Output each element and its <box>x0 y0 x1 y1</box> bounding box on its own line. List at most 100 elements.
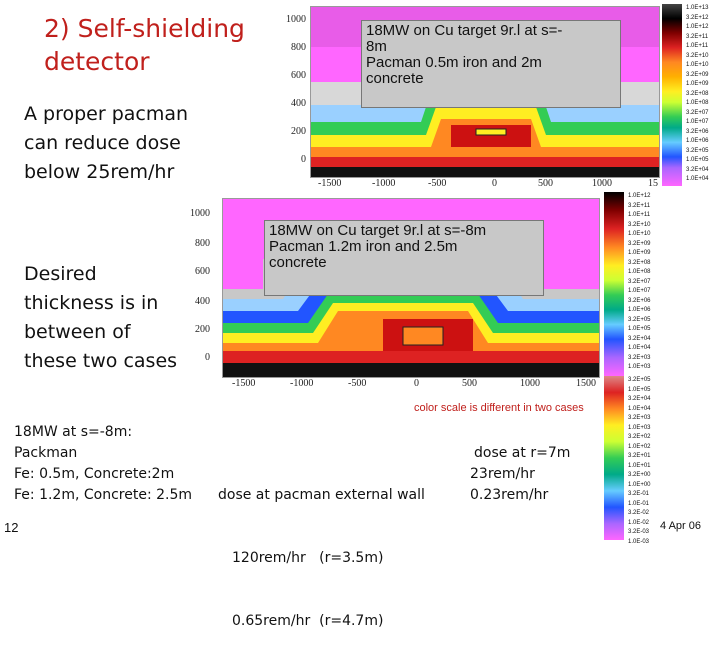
plot2-ytick-200: 200 <box>195 324 210 335</box>
intro-text: A proper pacman can reduce dose below 25… <box>24 100 188 187</box>
plot2-annotation-line-3: concrete <box>269 254 327 271</box>
plot2-ytick-0: 0 <box>205 352 210 363</box>
color-scale-3-label: 3.2E+01 <box>628 453 651 459</box>
plot2-ytick-600: 600 <box>195 266 210 277</box>
color-scale-1-label: 3.2E+05 <box>686 147 709 154</box>
plot1-ytick-600: 600 <box>291 70 306 81</box>
color-scale-3-label: 1.0E-01 <box>628 500 650 507</box>
color-scale-1-label: 1.0E+09 <box>686 81 709 87</box>
plot1-annotation: 18MW on Cu target 9r.l at s=- 8m Pacman … <box>361 20 621 108</box>
color-scale-3-label: 1.0E-02 <box>628 519 650 526</box>
color-scale-3-label: 1.0E-03 <box>628 538 650 545</box>
table-col-config-row-4: Fe: 1.2m, Concrete: 2.5m <box>14 487 193 503</box>
color-scale-2-label: 3.2E+09 <box>628 240 651 247</box>
color-scale-3-label: 3.2E-03 <box>628 529 650 535</box>
color-scale-3-label: 3.2E+05 <box>628 377 651 383</box>
desired-line-3: between of <box>24 321 131 343</box>
color-scale-1-label: 1.0E+13 <box>686 5 709 11</box>
color-scale-2-label: 1.0E+06 <box>628 307 651 313</box>
color-scale-1-label: 1.0E+05 <box>686 157 709 163</box>
color-scale-2-label: 3.2E+11 <box>628 202 651 209</box>
color-scale-3-bar <box>604 376 624 540</box>
table-col-config-row-2: Packman <box>14 445 78 461</box>
plot1-ytick-800: 800 <box>291 42 306 53</box>
plot1-xtick-0: 0 <box>492 178 497 189</box>
color-scale-2-label: 1.0E+11 <box>628 212 651 218</box>
table-col-wall-dose: dose at pacman external wall 120rem/hr (… <box>218 443 425 653</box>
color-scale-2-label: 1.0E+05 <box>628 326 651 332</box>
slide-title: 2) Self-shielding detector <box>44 12 245 78</box>
color-scale-3-label: 1.0E+01 <box>628 462 651 469</box>
color-scale-2-label: 1.0E+09 <box>628 250 651 256</box>
color-scale-2-label: 3.2E+03 <box>628 354 651 361</box>
color-scale-3-label: 3.2E-01 <box>628 491 650 497</box>
color-scale-2-label: 1.0E+12 <box>628 193 651 199</box>
color-scale-2: 1.0E+12 3.2E+11 1.0E+11 3.2E+10 1.0E+10 3.2E+… <box>604 192 664 376</box>
color-scale-1-label: 1.0E+12 <box>686 24 709 30</box>
plot1-xtick-m500: -500 <box>428 178 447 189</box>
intro-line-2: can reduce dose <box>24 132 181 154</box>
color-scale-1-label: 3.2E+04 <box>686 166 709 173</box>
color-scale-2-label: 3.2E+05 <box>628 316 651 323</box>
color-scale-1: 1.0E+13 3.2E+12 1.0E+12 3.2E+11 1.0E+11 3.2E+… <box>662 4 718 186</box>
plot1-annotation-line-4: concrete <box>366 70 424 87</box>
color-scale-2-label: 3.2E+08 <box>628 259 651 266</box>
color-scale-3-label: 3.2E+03 <box>628 415 651 421</box>
color-scale-1-labels: 1.0E+13 3.2E+12 1.0E+12 3.2E+11 1.0E+11 3.2E+… <box>686 4 709 185</box>
color-scale-2-label: 3.2E+07 <box>628 278 651 285</box>
color-scale-1-label: 1.0E+07 <box>686 119 709 125</box>
color-scale-2-label: 3.2E+10 <box>628 221 651 228</box>
color-scale-1-label: 1.0E+08 <box>686 100 709 106</box>
plot2-xtick-m1500: -1500 <box>232 378 256 389</box>
plot1-annotation-line-1: 18MW on Cu target 9r.l at s=- <box>366 22 563 39</box>
plot1-xtick-15: 15 <box>648 178 658 189</box>
table-col-wall-dose-row-1: 120rem/hr (r=3.5m) <box>232 550 384 566</box>
color-scale-2-label: 3.2E+06 <box>628 297 651 304</box>
color-scale-3-label: 3.2E+04 <box>628 396 651 402</box>
plot2-annotation-line-1: 18MW on Cu target 9r.l at s=-8m <box>269 222 487 239</box>
color-scale-1-label: 3.2E+11 <box>686 33 709 40</box>
color-scale-2-label: 3.2E+04 <box>628 335 651 342</box>
color-scale-2-label: 1.0E+10 <box>628 231 651 237</box>
slide-title-line-2: detector <box>44 47 150 76</box>
plot2-xtick-m1000: -1000 <box>290 378 314 389</box>
color-scale-2-bar <box>604 192 624 376</box>
color-scale-1-label: 3.2E+06 <box>686 128 709 135</box>
plot1-annotation-line-3: Pacman 0.5m iron and 2m <box>366 54 542 71</box>
plot1-ytick-0: 0 <box>301 154 306 165</box>
desired-line-4: these two cases <box>24 350 178 372</box>
slide-title-line-1: 2) Self-shielding <box>44 14 245 43</box>
color-scale-3-label: 1.0E+00 <box>628 481 651 488</box>
color-scale-3-labels: 3.2E+05 1.0E+05 3.2E+04 1.0E+04 3.2E+03 1.0E+… <box>628 376 651 547</box>
color-scale-1-label: 1.0E+06 <box>686 138 709 144</box>
plot2-xtick-1500: 1500 <box>576 378 596 389</box>
plot1-xtick-m1000: -1000 <box>372 178 396 189</box>
color-scale-2-labels: 1.0E+12 3.2E+11 1.0E+11 3.2E+10 1.0E+10 3.2E+… <box>628 192 651 373</box>
plot2-ytick-800: 800 <box>195 238 210 249</box>
plot1-ytick-1000: 1000 <box>286 14 306 25</box>
table-col-r7-dose-header: dose at r=7m <box>474 445 571 461</box>
page-number: 12 <box>4 520 19 535</box>
color-scale-2-label: 1.0E+07 <box>628 288 651 294</box>
plot2-xtick-500: 500 <box>462 378 477 389</box>
desired-text: Desired thickness is in between of these… <box>24 260 177 376</box>
color-scale-1-label: 1.0E+11 <box>686 43 709 49</box>
color-scale-1-label: 1.0E+10 <box>686 62 709 68</box>
color-scale-note: color scale is different in two cases <box>414 402 584 414</box>
plot2-ytick-400: 400 <box>195 296 210 307</box>
plot1-xtick-500: 500 <box>538 178 553 189</box>
plot2-annotation-line-2: Pacman 1.2m iron and 2.5m <box>269 238 458 255</box>
table-col-r7-dose-row-2: 0.23rem/hr <box>470 487 549 503</box>
table-col-config-row-1: 18MW at s=-8m: <box>14 424 133 440</box>
color-scale-3-label: 1.0E+05 <box>628 386 651 393</box>
plot2-xtick-m500: -500 <box>348 378 367 389</box>
plot2-xtick-0: 0 <box>414 378 419 389</box>
table-col-wall-dose-row-2: 0.65rem/hr (r=4.7m) <box>232 613 384 629</box>
color-scale-1-label: 3.2E+10 <box>686 52 709 59</box>
color-scale-2-label: 1.0E+03 <box>628 364 651 370</box>
plot1-xtick-1000: 1000 <box>592 178 612 189</box>
color-scale-3-label: 1.0E+03 <box>628 424 651 431</box>
color-scale-1-label: 3.2E+07 <box>686 109 709 116</box>
color-scale-3-label: 1.0E+02 <box>628 443 651 450</box>
plot1-xtick-m1500: -1500 <box>318 178 342 189</box>
